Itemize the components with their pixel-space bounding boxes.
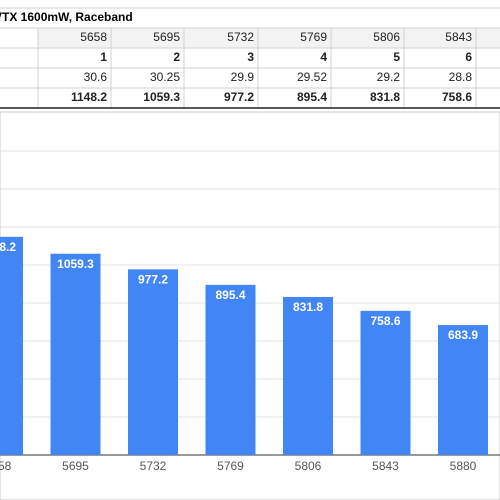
cell-value: 29.2: [377, 70, 401, 84]
cell-value: 758.6: [442, 90, 472, 104]
cell-value: 895.4: [297, 90, 327, 104]
cell-value: 977.2: [224, 90, 254, 104]
cell-value: 5843: [445, 30, 472, 44]
x-tick-label: 5843: [372, 459, 399, 473]
bar: [50, 253, 101, 455]
cell-value: 5658: [80, 30, 107, 44]
cell-value: 5695: [153, 30, 180, 44]
data-label: 831.8: [293, 300, 323, 314]
cell-value: 3: [247, 50, 254, 64]
x-tick-label: 5806: [295, 459, 322, 473]
table-title: VTX 1600mW, Raceband: [0, 10, 133, 24]
data-label: 1148.2: [0, 240, 16, 254]
bar: [283, 296, 333, 455]
x-tick-label: 5769: [217, 459, 244, 473]
cell-value: 5769: [300, 30, 327, 44]
bar: [205, 284, 256, 455]
cell-value: 5: [393, 50, 400, 64]
cell-value: 831.8: [370, 90, 400, 104]
bar: [438, 325, 488, 455]
bar: [0, 236, 23, 455]
data-label: 683.9: [448, 328, 478, 342]
data-label: 977.2: [138, 273, 168, 287]
data-label: 895.4: [215, 288, 245, 302]
cell-value: 4: [320, 50, 327, 64]
cell-value: 30.6: [84, 70, 108, 84]
cell-value: 30.25: [150, 70, 180, 84]
x-tick-label: 5880: [450, 459, 477, 473]
bar: [128, 269, 178, 455]
cell-value: 29.9: [231, 70, 255, 84]
cell-value: 1: [100, 50, 107, 64]
cell-value: 1148.2: [71, 90, 107, 104]
cell-value: 6: [465, 50, 472, 64]
bar: [360, 310, 411, 455]
cell-value: 5806: [373, 30, 400, 44]
data-label: 758.6: [370, 314, 400, 328]
header-row: [38, 28, 500, 48]
cell-value: 2: [173, 50, 180, 64]
x-tick-label: 5695: [62, 459, 89, 473]
x-tick-label: 5732: [140, 459, 167, 473]
cell-value: 28.8: [449, 70, 473, 84]
cell-value: 5732: [227, 30, 254, 44]
x-tick-label: 5658: [0, 459, 12, 473]
cell-value: 29.52: [297, 70, 327, 84]
data-label: 1059.3: [57, 257, 94, 271]
cell-value: 1059.3: [143, 90, 180, 104]
